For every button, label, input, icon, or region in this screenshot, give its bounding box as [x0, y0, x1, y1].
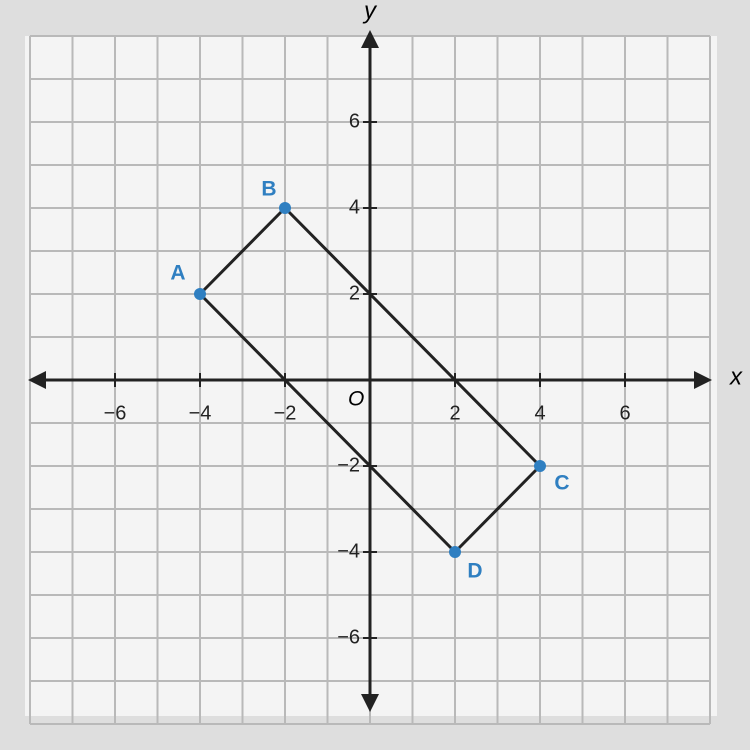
point [534, 460, 546, 472]
x-axis-label: x [729, 363, 743, 390]
point-label: D [467, 560, 482, 583]
y-tick-label: 4 [349, 196, 360, 218]
x-tick-label: 4 [534, 402, 545, 424]
x-axis-arrow [28, 371, 46, 389]
point-label: C [554, 472, 569, 495]
edge [198, 292, 457, 554]
y-axis-arrow [361, 694, 379, 712]
y-tick-label: 6 [349, 110, 360, 132]
origin-label: O [348, 388, 364, 411]
point [279, 202, 291, 214]
x-tick-label: −2 [274, 402, 297, 424]
x-tick-label: −4 [189, 402, 212, 424]
x-axis-arrow [694, 371, 712, 389]
y-tick-label: −2 [337, 454, 360, 476]
edge [453, 464, 542, 554]
y-tick-label: −6 [337, 626, 360, 648]
x-tick-label: −6 [104, 402, 127, 424]
point-label: B [261, 178, 276, 201]
y-tick-label: 2 [349, 282, 360, 304]
point [449, 546, 461, 558]
edge [283, 206, 542, 468]
point-label: A [170, 262, 185, 285]
edge [198, 206, 287, 296]
x-tick-label: 6 [619, 402, 630, 424]
y-axis-arrow [361, 30, 379, 48]
x-tick-label: 2 [449, 402, 460, 424]
point [194, 288, 206, 300]
y-tick-label: −4 [337, 540, 360, 562]
y-axis-label: y [362, 0, 378, 24]
